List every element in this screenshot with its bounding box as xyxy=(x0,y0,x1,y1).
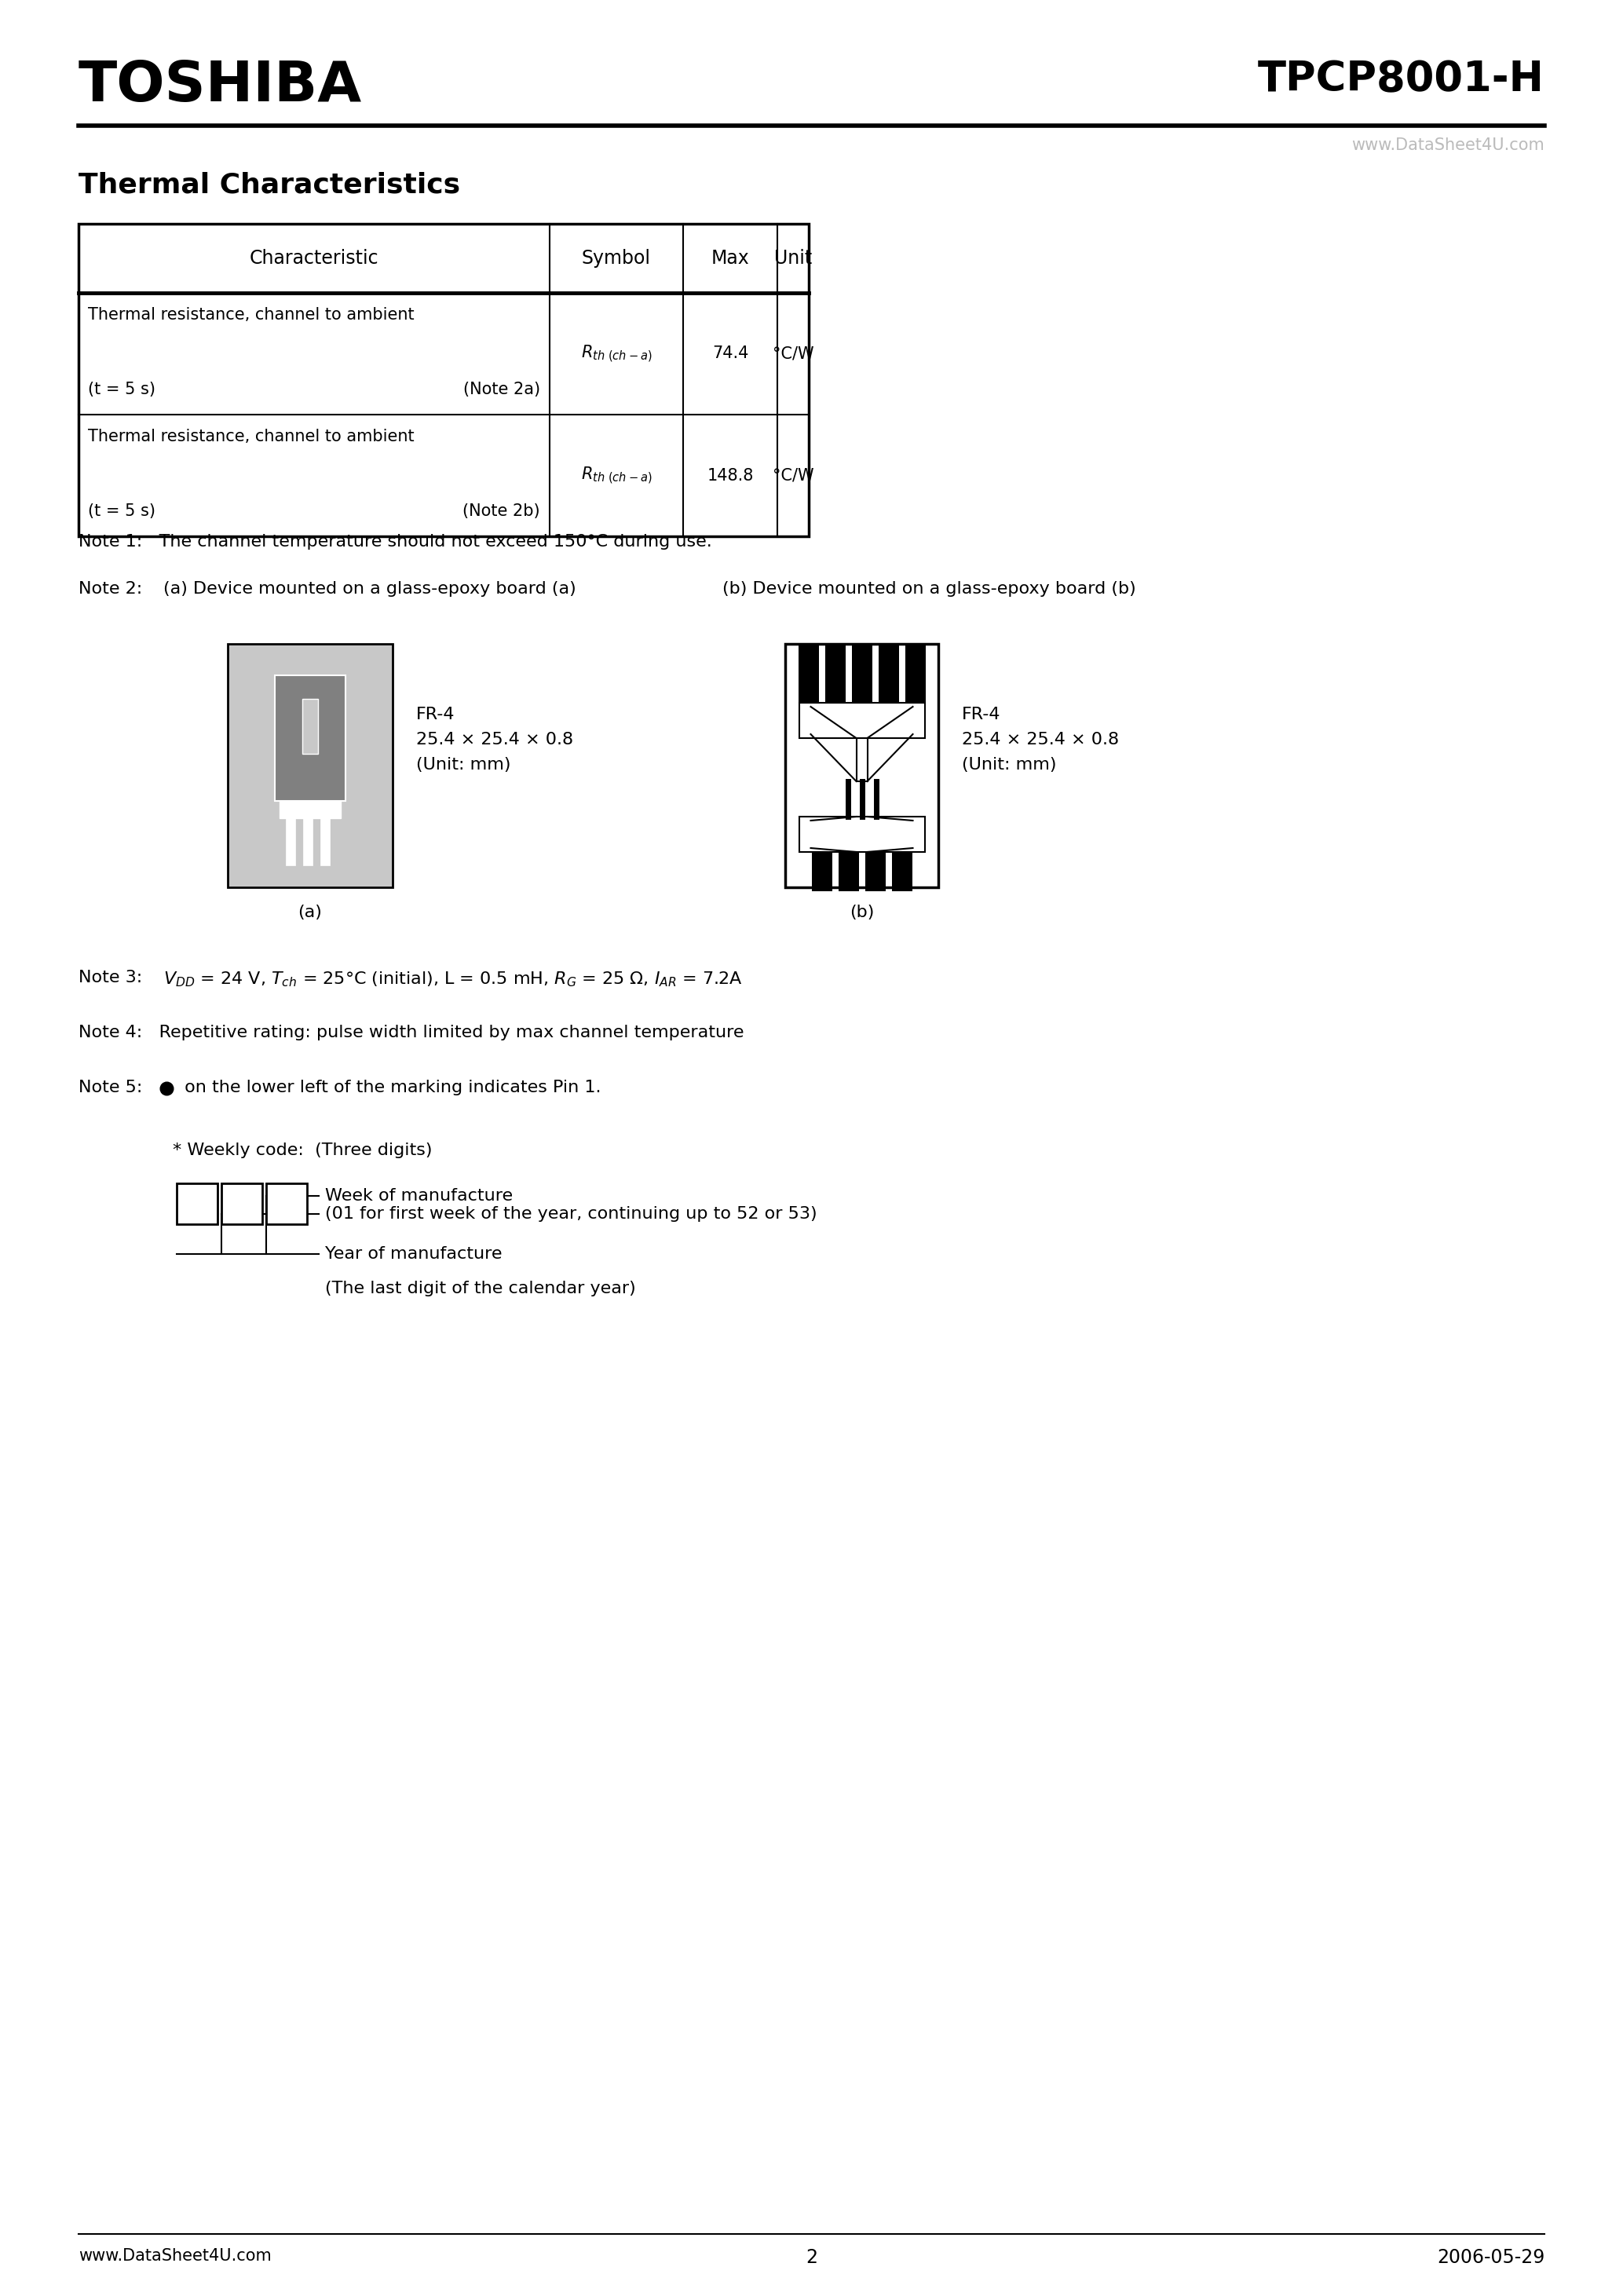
Text: (t = 5 s): (t = 5 s) xyxy=(88,503,156,519)
Text: www.DataSheet4U.com: www.DataSheet4U.com xyxy=(78,2248,271,2264)
Bar xyxy=(302,698,318,753)
Text: * Weekly code:  (Three digits): * Weekly code: (Three digits) xyxy=(172,1143,432,1157)
Bar xyxy=(227,643,393,886)
Bar xyxy=(812,852,833,891)
Text: (Note 2b): (Note 2b) xyxy=(463,503,540,519)
Text: (b) Device mounted on a glass-epoxy board (b): (b) Device mounted on a glass-epoxy boar… xyxy=(722,581,1136,597)
Text: (The last digit of the calendar year): (The last digit of the calendar year) xyxy=(325,1281,636,1297)
Bar xyxy=(837,852,859,891)
Bar xyxy=(824,643,846,703)
Bar xyxy=(221,1182,263,1224)
Bar xyxy=(891,852,912,891)
Text: Note 2:: Note 2: xyxy=(78,581,143,597)
Text: (01 for first week of the year, continuing up to 52 or 53): (01 for first week of the year, continui… xyxy=(325,1205,816,1221)
Text: on the lower left of the marking indicates Pin 1.: on the lower left of the marking indicat… xyxy=(179,1079,601,1095)
Text: Note 1:   The channel temperature should not exceed 150°C during use.: Note 1: The channel temperature should n… xyxy=(78,535,712,549)
Text: Thermal resistance, channel to ambient: Thermal resistance, channel to ambient xyxy=(88,308,414,324)
Text: TPCP8001-H: TPCP8001-H xyxy=(1258,60,1545,99)
Text: 74.4: 74.4 xyxy=(712,347,748,360)
Text: FR-4: FR-4 xyxy=(415,707,454,723)
Text: Unit: Unit xyxy=(774,248,812,269)
Text: Note 5:: Note 5: xyxy=(78,1079,143,1095)
Bar xyxy=(878,643,899,703)
Text: (b): (b) xyxy=(849,905,875,921)
Text: (a): (a) xyxy=(299,905,323,921)
Text: 2006-05-29: 2006-05-29 xyxy=(1436,2248,1545,2266)
Text: $R_{th\ (ch-a)}$: $R_{th\ (ch-a)}$ xyxy=(581,344,652,365)
Bar xyxy=(786,643,938,886)
Text: www.DataSheet4U.com: www.DataSheet4U.com xyxy=(1352,138,1545,154)
Bar xyxy=(266,1182,307,1224)
Text: 25.4 × 25.4 × 0.8: 25.4 × 25.4 × 0.8 xyxy=(415,732,573,748)
Text: (Unit: mm): (Unit: mm) xyxy=(415,758,511,774)
Text: Characteristic: Characteristic xyxy=(250,248,378,269)
Text: $V_{DD}$ = 24 V, $T_{ch}$ = 25°C (initial), L = 0.5 mH, $R_G$ = 25 Ω, $I_{AR}$ =: $V_{DD}$ = 24 V, $T_{ch}$ = 25°C (initia… xyxy=(164,969,743,987)
Text: (t = 5 s): (t = 5 s) xyxy=(88,381,156,397)
Text: Note 3:: Note 3: xyxy=(78,969,143,985)
Text: Year of manufacture: Year of manufacture xyxy=(325,1247,502,1263)
Bar xyxy=(177,1182,217,1224)
Bar xyxy=(274,675,346,801)
Text: TOSHIBA: TOSHIBA xyxy=(78,60,362,113)
Text: 25.4 × 25.4 × 0.8: 25.4 × 25.4 × 0.8 xyxy=(962,732,1118,748)
Bar xyxy=(852,643,872,703)
Bar xyxy=(320,817,329,866)
Bar xyxy=(799,817,925,852)
Text: Max: Max xyxy=(711,248,750,269)
Bar xyxy=(286,817,295,866)
Text: Thermal Characteristics: Thermal Characteristics xyxy=(78,172,461,197)
Bar xyxy=(799,643,818,703)
Text: (Unit: mm): (Unit: mm) xyxy=(962,758,1057,774)
Text: Week of manufacture: Week of manufacture xyxy=(325,1187,513,1203)
Text: FR-4: FR-4 xyxy=(962,707,1001,723)
Bar xyxy=(906,643,925,703)
Text: (a) Device mounted on a glass-epoxy board (a): (a) Device mounted on a glass-epoxy boar… xyxy=(164,581,576,597)
Text: °C/W: °C/W xyxy=(773,347,813,360)
Text: Thermal resistance, channel to ambient: Thermal resistance, channel to ambient xyxy=(88,429,414,445)
Bar xyxy=(865,852,885,891)
Bar xyxy=(799,703,925,737)
Text: $R_{th\ (ch-a)}$: $R_{th\ (ch-a)}$ xyxy=(581,466,652,487)
Text: 148.8: 148.8 xyxy=(708,468,753,482)
Text: °C/W: °C/W xyxy=(773,468,813,482)
Text: 2: 2 xyxy=(805,2248,818,2266)
Text: (Note 2a): (Note 2a) xyxy=(463,381,540,397)
Bar xyxy=(857,737,867,781)
Bar xyxy=(279,801,341,817)
Bar xyxy=(304,817,313,866)
Bar xyxy=(78,223,808,537)
Text: Symbol: Symbol xyxy=(581,248,651,269)
Text: Note 4:   Repetitive rating: pulse width limited by max channel temperature: Note 4: Repetitive rating: pulse width l… xyxy=(78,1024,743,1040)
